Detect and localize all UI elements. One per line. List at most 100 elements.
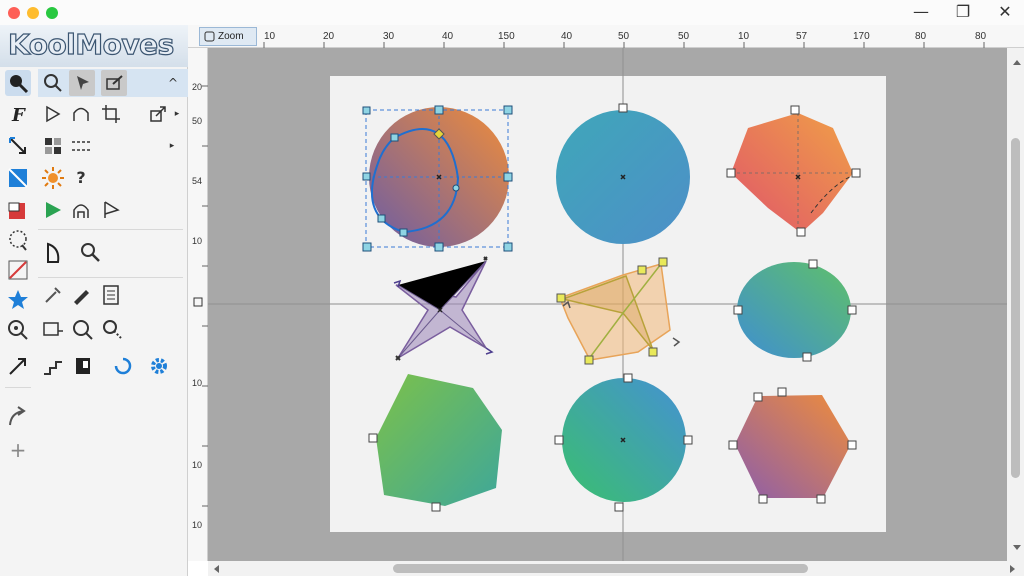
tool-panel: KoolMoves ^ F ▸ ▸ <box>0 25 188 576</box>
add-icon[interactable]: + <box>9 438 27 462</box>
crop-tool-icon[interactable] <box>98 101 124 127</box>
app-logo: KoolMoves <box>0 25 188 67</box>
arch-outline-icon[interactable] <box>68 197 94 223</box>
star-tool-icon[interactable] <box>5 287 31 313</box>
line-tool-icon[interactable] <box>5 257 31 283</box>
direction-arrows-icon[interactable] <box>5 133 31 159</box>
zoom-button-label: Zoom <box>218 31 244 42</box>
properties-tool-icon[interactable] <box>98 282 124 308</box>
purple-orange-hexagon-shape[interactable] <box>728 387 857 504</box>
ruler-label: 10 <box>738 31 750 42</box>
ruler-label: 50 <box>678 31 690 42</box>
shapes-layer[interactable] <box>208 48 1007 561</box>
separator <box>38 277 183 278</box>
ruler-label: 50 <box>192 116 203 126</box>
ruler-label: 40 <box>561 31 573 42</box>
symbol-tool-icon[interactable] <box>70 353 96 379</box>
ruler-label: 57 <box>796 31 808 42</box>
collapse-chevron-icon[interactable]: ^ <box>167 76 179 90</box>
ruler-label: 10 <box>192 236 203 246</box>
vertical-ruler: 20 50 54 10 10 10 10 <box>188 48 208 561</box>
minimize-traffic-light[interactable] <box>27 7 39 19</box>
triangle-tool-icon[interactable] <box>40 101 66 127</box>
canvas-area[interactable] <box>208 48 1007 561</box>
ruler-label: 50 <box>618 31 630 42</box>
frame-tool-icon[interactable] <box>40 317 66 343</box>
subselect-tool-icon[interactable] <box>69 70 95 96</box>
maximize-button[interactable]: ❐ <box>955 2 971 21</box>
horizontal-scrollbar[interactable] <box>208 561 1024 576</box>
vruler-ticks <box>193 85 208 507</box>
eyedropper-tool-icon[interactable] <box>40 282 66 308</box>
stairs-tool-icon[interactable] <box>40 353 66 379</box>
diagonal-arrow-icon[interactable] <box>5 353 31 379</box>
green-heptagon-shape[interactable] <box>368 374 502 512</box>
more-arrow-icon[interactable]: ▸ <box>174 109 180 119</box>
pen-tool-icon[interactable] <box>68 282 94 308</box>
arrow-transform-tool-icon[interactable] <box>145 101 171 127</box>
ruler-label: 80 <box>915 31 927 42</box>
ruler-label: 170 <box>853 31 870 42</box>
magnify-rotate-icon[interactable] <box>78 240 104 266</box>
separator <box>38 229 183 230</box>
vertical-scroll-thumb[interactable] <box>1011 138 1020 478</box>
ruler-label: 10 <box>264 31 276 42</box>
separator <box>5 387 31 388</box>
ruler-label: 30 <box>383 31 395 42</box>
arch-tool-icon[interactable] <box>68 101 94 127</box>
svg-text:F: F <box>11 105 26 126</box>
ruler-label: 40 <box>442 31 454 42</box>
undo-icon[interactable] <box>110 353 136 379</box>
ruler-label: 10 <box>192 520 203 530</box>
ruler-label: 80 <box>975 31 987 42</box>
horizontal-ruler: Zoom 10 20 30 40 150 40 50 50 10 57 170 … <box>188 25 1024 48</box>
search-tool-icon[interactable] <box>70 317 96 343</box>
close-button[interactable]: ✕ <box>998 2 1012 21</box>
lasso-tool-icon[interactable] <box>5 227 31 253</box>
ruler-label: 10 <box>192 378 203 388</box>
zoom-out-tool-icon[interactable] <box>100 317 126 343</box>
teal-green-circle-shape[interactable] <box>554 373 693 512</box>
red-orange-polygon-shape[interactable] <box>726 105 861 237</box>
magic-zoom-icon[interactable] <box>5 317 31 343</box>
scroll-up-arrow-icon[interactable] <box>1013 60 1021 65</box>
ruler-label: 150 <box>498 31 515 42</box>
scroll-down-arrow-icon[interactable] <box>1013 545 1021 550</box>
scroll-right-arrow-icon[interactable] <box>1010 565 1015 573</box>
title-bar: — ❐ ✕ <box>0 0 1024 25</box>
green-blue-ellipse-shape[interactable] <box>733 259 857 362</box>
star-shape[interactable] <box>393 256 494 361</box>
text-tool-icon[interactable]: F <box>5 101 31 127</box>
help-icon[interactable]: ? <box>76 168 86 187</box>
play-tool-icon[interactable] <box>40 197 66 223</box>
settings-gear-icon[interactable] <box>146 353 172 379</box>
paint-bucket-icon[interactable] <box>5 197 31 223</box>
blue-circle-shape[interactable] <box>556 103 690 244</box>
ruler-label: 20 <box>192 82 203 92</box>
ruler-label: 10 <box>192 460 203 470</box>
close-traffic-light[interactable] <box>8 7 20 19</box>
maximize-traffic-light[interactable] <box>46 7 58 19</box>
more-arrow-icon[interactable]: ▸ <box>169 141 175 151</box>
fill-tool-icon[interactable] <box>5 165 31 191</box>
ruler-ticks <box>263 42 985 48</box>
ruler-label: 54 <box>192 176 203 186</box>
minimize-button[interactable]: — <box>913 2 929 21</box>
redo-arrow-icon[interactable] <box>5 403 31 429</box>
zoom-button[interactable]: Zoom <box>199 27 257 46</box>
selected-circle-shape[interactable] <box>362 105 513 252</box>
grid-tool-icon[interactable] <box>40 133 66 159</box>
select-zoom-tool-icon[interactable] <box>5 70 31 96</box>
zoom-tool-icon[interactable] <box>40 70 66 96</box>
sun-burst-icon[interactable] <box>40 165 66 191</box>
align-tool-icon[interactable] <box>68 133 94 159</box>
app-logo-text: KoolMoves <box>7 27 174 61</box>
orange-polygon-shape[interactable] <box>556 257 681 365</box>
transform-tool-icon[interactable] <box>101 70 127 96</box>
scroll-left-arrow-icon[interactable] <box>214 565 219 573</box>
horizontal-scroll-thumb[interactable] <box>393 564 808 573</box>
ruler-label: 20 <box>323 31 335 42</box>
vertical-scrollbar[interactable] <box>1007 48 1024 561</box>
rotate-tool-icon[interactable] <box>40 240 66 266</box>
flag-tool-icon[interactable] <box>98 197 124 223</box>
